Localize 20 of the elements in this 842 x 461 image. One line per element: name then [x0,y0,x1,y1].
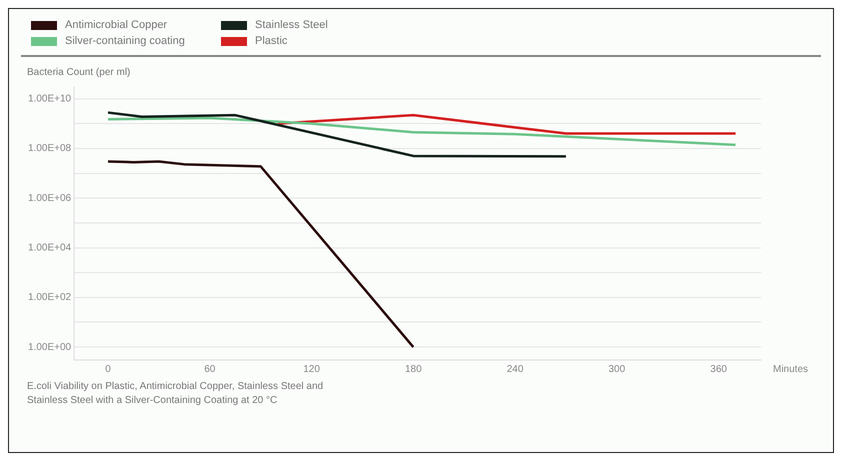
x-tick-label: 0 [105,364,112,375]
text: E.coli Viability on Plastic, Antimicrobial Copper, Stainless Steel and Stainless Steel with a Silver-Containing Coating at 20 °C [27,380,324,408]
legend-label: Plastic [254,35,288,47]
x-axis-title: Minutes [773,364,808,375]
y-tick-label: 1.00E+00 [28,342,72,353]
y-tick-label: 1.00E+02 [28,292,72,304]
x-tick-label: 180 [404,364,422,375]
legend-label: Antimicrobial Copper [64,19,168,31]
x-tick-label: 60 [204,364,216,375]
legend-label: Stainless Steel [254,19,329,31]
y-axis-title: Bacteria Count (per ml) [27,67,132,78]
x-tick-label: 240 [506,364,524,375]
x-tick-label: 120 [303,364,320,375]
legend-label: Silver-containing coating [64,35,186,47]
y-tick-label: 1.00E+10 [28,94,72,105]
y-tick-label: 1.00E+04 [28,242,72,254]
x-tick-label: 300 [608,364,626,375]
y-tick-label: 1.00E+08 [28,143,72,154]
y-tick-label: 1.00E+06 [28,192,72,204]
x-tick-label: 360 [710,364,728,375]
